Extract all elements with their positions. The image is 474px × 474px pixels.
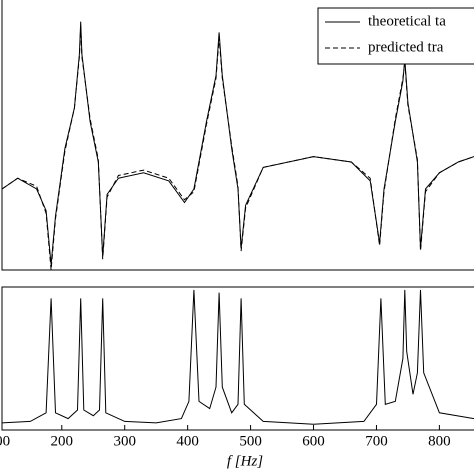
- x-tick-label: 100: [0, 433, 10, 449]
- series-line: [1, 289, 474, 425]
- x-tick-label: 300: [113, 433, 136, 449]
- x-tick-label: 700: [365, 433, 388, 449]
- series-line: [1, 26, 474, 271]
- x-tick-label: 600: [302, 433, 325, 449]
- x-tick-label: 200: [51, 433, 74, 449]
- bottom-frame: [1, 286, 474, 431]
- x-tick-label: 400: [176, 433, 199, 449]
- x-axis-label: f [Hz]: [227, 453, 263, 469]
- top-frame: [1, 0, 474, 271]
- legend-label: theoretical ta: [368, 13, 446, 29]
- x-tick-label: 500: [239, 433, 262, 449]
- legend-label: predicted tra: [368, 39, 444, 55]
- legend-box: [317, 7, 474, 65]
- x-tick-label: 800: [428, 433, 451, 449]
